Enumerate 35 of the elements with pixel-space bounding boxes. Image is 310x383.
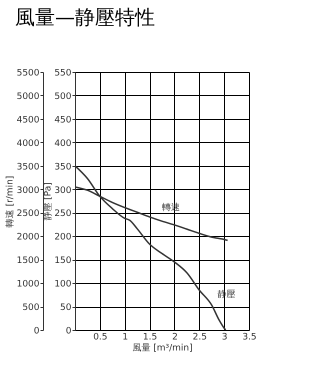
y2-tick-label: 500 <box>22 303 40 314</box>
y2-tick-label: 3000 <box>16 186 40 196</box>
x-axis-title: 風量 [m³/min] <box>132 342 193 354</box>
y-tick-label: 150 <box>54 256 72 266</box>
y-tick-label: 400 <box>54 138 72 149</box>
y2-axis-title: 轉速 [r/min] <box>4 176 16 228</box>
y-tick-label: 550 <box>54 68 72 78</box>
y2-tick-label: 3500 <box>16 162 40 172</box>
y-tick-label: 0 <box>66 326 72 336</box>
y2-tick-label: 1000 <box>16 280 40 290</box>
x-tick-label: 1 <box>122 332 128 342</box>
y2-tick-label: 5000 <box>16 92 40 102</box>
y2-tick-label: 2500 <box>16 209 40 220</box>
y-tick-label: 50 <box>60 303 72 314</box>
y2-tick-label: 4000 <box>16 138 40 149</box>
y2-tick-label: 0 <box>34 326 40 336</box>
y2-tick-label: 4500 <box>16 115 40 126</box>
chart-title: 風量—静壓特性 <box>15 5 155 29</box>
y-tick-label: 350 <box>54 162 72 172</box>
y2-tick-label: 1500 <box>16 256 40 266</box>
y-tick-label: 250 <box>54 209 72 220</box>
x-tick-label: 0.5 <box>93 332 108 342</box>
y-tick-label: 300 <box>54 186 72 196</box>
x-tick-label: 3.5 <box>242 332 257 342</box>
x-tick-label: 1.5 <box>142 332 158 342</box>
y2-tick-label: 2000 <box>16 232 40 243</box>
x-tick-label: 2 <box>172 332 178 342</box>
x-tick-label: 2.5 <box>192 332 207 342</box>
y-tick-label: 450 <box>54 115 72 126</box>
y-tick-label: 100 <box>54 280 72 290</box>
y2-tick-label: 5500 <box>16 68 40 78</box>
y-axis-title: 静壓 [Pa] <box>42 182 54 221</box>
y-tick-label: 500 <box>54 92 72 102</box>
x-tick-label: 3 <box>222 332 228 342</box>
y-tick-label: 200 <box>54 232 72 243</box>
